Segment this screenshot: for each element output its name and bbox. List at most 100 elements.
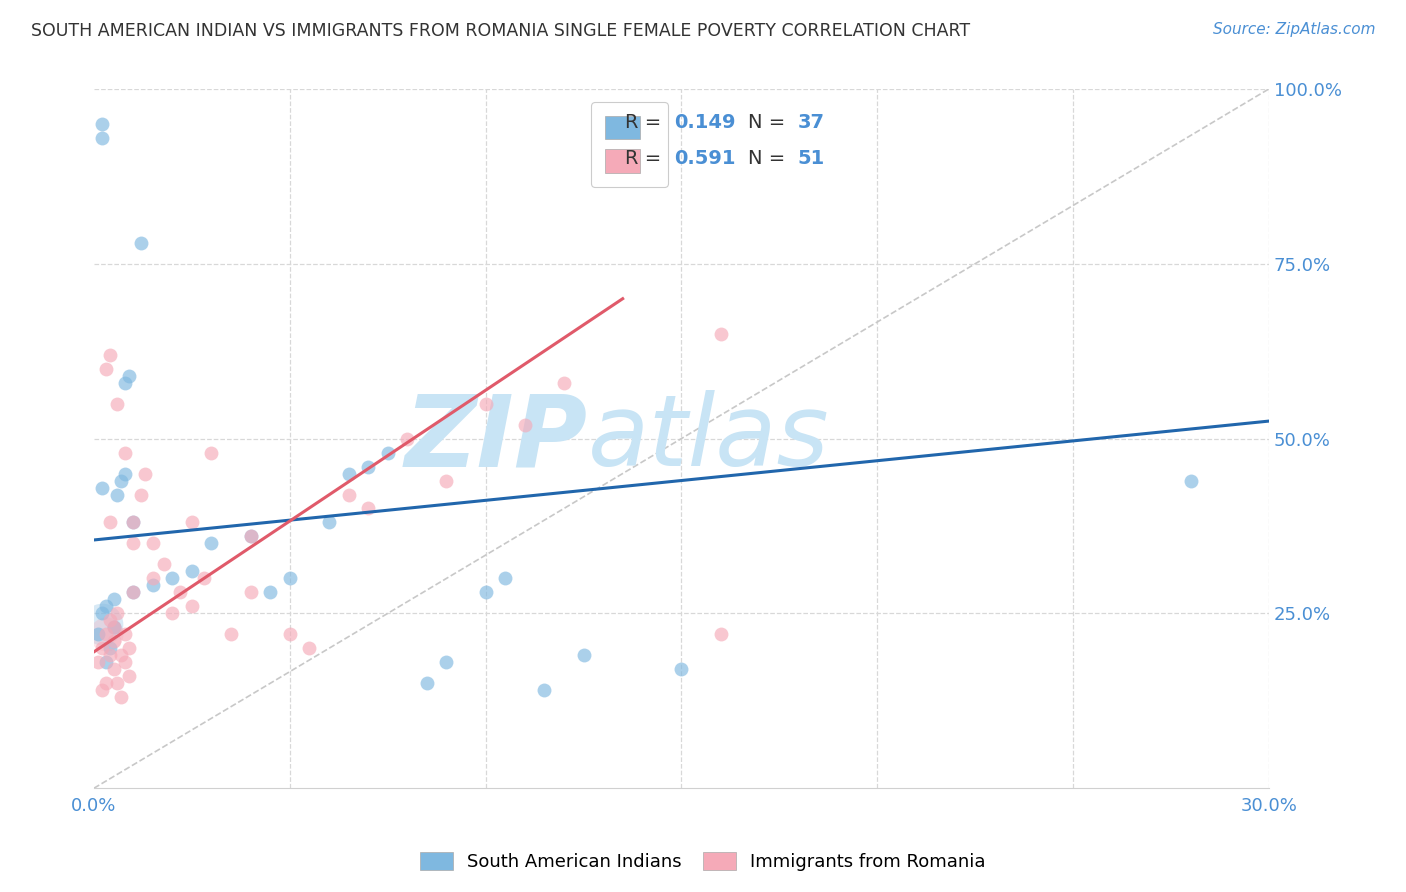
Text: atlas: atlas xyxy=(588,390,830,487)
Point xyxy=(239,529,262,543)
Point xyxy=(142,536,165,550)
Point xyxy=(103,620,125,634)
Text: N =: N = xyxy=(748,149,792,169)
Point xyxy=(110,648,132,663)
Point xyxy=(377,445,399,459)
Point xyxy=(298,641,321,656)
Point xyxy=(219,627,242,641)
Text: ZIP: ZIP xyxy=(405,390,588,487)
Point xyxy=(103,662,125,676)
Point xyxy=(180,516,202,530)
Point xyxy=(98,641,121,656)
Point xyxy=(513,417,536,432)
Point xyxy=(357,459,380,474)
Point xyxy=(134,467,156,481)
Point xyxy=(416,676,439,690)
Point xyxy=(436,474,458,488)
Point xyxy=(278,627,301,641)
Point xyxy=(239,585,262,599)
Point xyxy=(94,599,117,614)
Legend:  ,  : , xyxy=(592,102,668,186)
Text: 0.149: 0.149 xyxy=(675,113,735,132)
Point xyxy=(180,599,202,614)
Point xyxy=(103,634,125,648)
Point xyxy=(337,487,360,501)
Point xyxy=(107,396,129,410)
Point xyxy=(98,516,121,530)
Point xyxy=(87,656,110,670)
Point xyxy=(357,501,380,516)
Text: R =: R = xyxy=(626,149,668,169)
Point xyxy=(114,376,136,390)
Point xyxy=(98,614,121,628)
Point xyxy=(396,432,419,446)
Text: SOUTH AMERICAN INDIAN VS IMMIGRANTS FROM ROMANIA SINGLE FEMALE POVERTY CORRELATI: SOUTH AMERICAN INDIAN VS IMMIGRANTS FROM… xyxy=(31,22,970,40)
Point xyxy=(553,376,575,390)
Point xyxy=(180,565,202,579)
Point xyxy=(98,348,121,362)
Point xyxy=(122,585,145,599)
Point xyxy=(90,607,112,621)
Point xyxy=(193,571,215,585)
Point xyxy=(90,481,112,495)
Point xyxy=(103,620,125,634)
Point xyxy=(533,683,555,698)
Point xyxy=(710,326,733,341)
Text: Source: ZipAtlas.com: Source: ZipAtlas.com xyxy=(1212,22,1375,37)
Text: 51: 51 xyxy=(797,149,825,169)
Point xyxy=(162,571,184,585)
Point xyxy=(94,656,117,670)
Point xyxy=(318,516,340,530)
Point xyxy=(122,536,145,550)
Legend: South American Indians, Immigrants from Romania: South American Indians, Immigrants from … xyxy=(413,845,993,879)
Point xyxy=(118,669,141,683)
Point xyxy=(94,627,117,641)
Point xyxy=(118,641,141,656)
Point xyxy=(94,676,117,690)
Point xyxy=(122,516,145,530)
Point xyxy=(142,578,165,592)
Point xyxy=(114,467,136,481)
Point xyxy=(239,529,262,543)
Point xyxy=(337,467,360,481)
Point xyxy=(122,516,145,530)
Point xyxy=(90,641,112,656)
Point xyxy=(572,648,595,663)
Point xyxy=(200,536,222,550)
Point xyxy=(474,585,496,599)
Point xyxy=(103,592,125,607)
Text: R =: R = xyxy=(626,113,668,132)
Point xyxy=(259,585,281,599)
Point xyxy=(94,627,117,641)
Point xyxy=(114,627,136,641)
Point xyxy=(162,607,184,621)
Point xyxy=(278,571,301,585)
Text: N =: N = xyxy=(748,113,792,132)
Point xyxy=(436,656,458,670)
Point xyxy=(90,117,112,131)
Point xyxy=(114,445,136,459)
Point xyxy=(107,487,129,501)
Point xyxy=(87,627,110,641)
Point xyxy=(671,662,693,676)
Point xyxy=(142,571,165,585)
Point xyxy=(118,368,141,383)
Point xyxy=(153,558,176,572)
Point xyxy=(114,656,136,670)
Point xyxy=(169,585,191,599)
Point xyxy=(710,627,733,641)
Point xyxy=(94,361,117,376)
Point xyxy=(474,396,496,410)
Text: 37: 37 xyxy=(797,113,825,132)
Point xyxy=(90,683,112,698)
Point xyxy=(200,445,222,459)
Point xyxy=(110,474,132,488)
Point xyxy=(107,607,129,621)
Point xyxy=(90,131,112,145)
Point xyxy=(110,690,132,705)
Point xyxy=(129,487,152,501)
Point xyxy=(122,585,145,599)
Text: 0.591: 0.591 xyxy=(675,149,735,169)
Point xyxy=(107,676,129,690)
Point xyxy=(1180,474,1202,488)
